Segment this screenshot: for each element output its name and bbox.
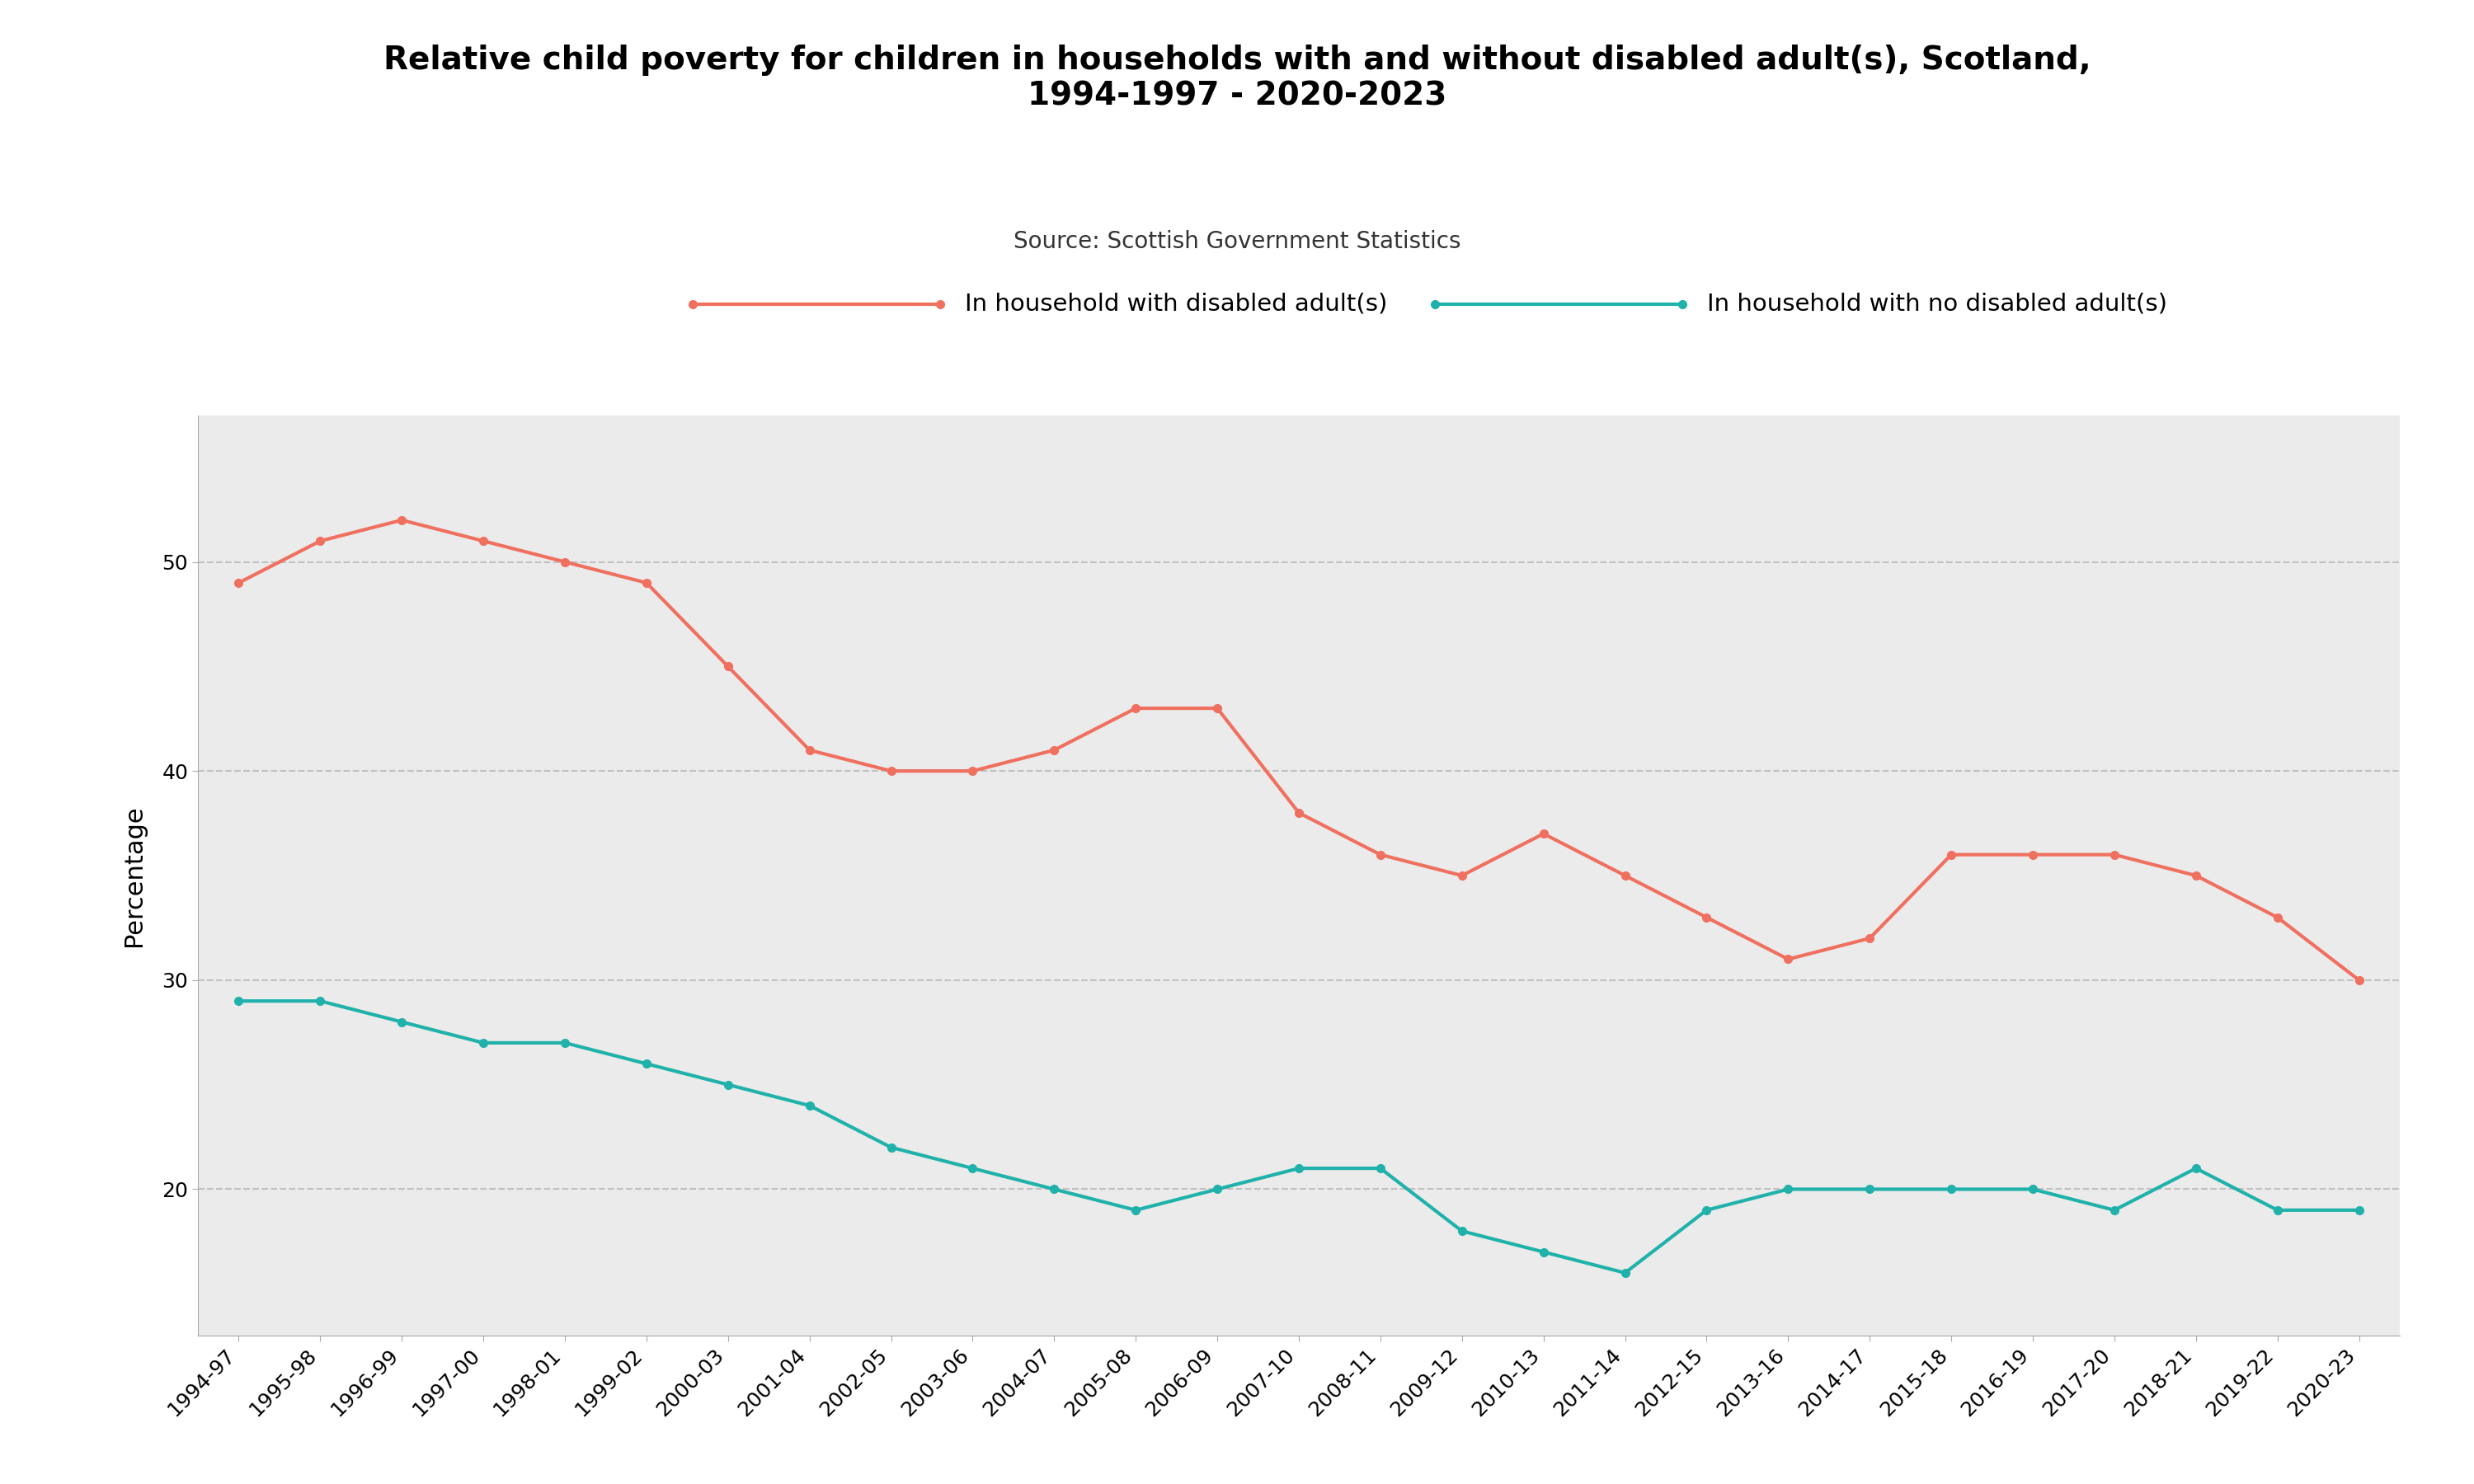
Text: In household with disabled adult(s): In household with disabled adult(s) [965,292,1388,316]
In household with disabled adult(s) [1611,867,1640,884]
In household with no disabled adult(s) [1692,1201,1722,1218]
In household with no disabled adult(s) [2345,1201,2375,1218]
In household with disabled adult(s) [2345,971,2375,988]
In household with disabled adult(s) [468,533,497,551]
Line: In household with no disabled adult(s): In household with no disabled adult(s) [235,997,2363,1276]
In household with disabled adult(s) [2019,846,2048,864]
In household with no disabled adult(s) [1856,1180,1885,1198]
In household with no disabled adult(s) [1774,1180,1804,1198]
In household with disabled adult(s) [549,554,579,571]
In household with disabled adult(s) [957,763,987,781]
In household with no disabled adult(s) [957,1159,987,1177]
In household with no disabled adult(s) [2019,1180,2048,1198]
In household with disabled adult(s) [2264,908,2293,926]
In household with disabled adult(s) [1692,908,1722,926]
In household with disabled adult(s) [1039,741,1069,758]
In household with no disabled adult(s) [1366,1159,1395,1177]
In household with disabled adult(s) [1202,699,1232,717]
In household with disabled adult(s) [876,763,905,781]
In household with no disabled adult(s) [549,1034,579,1052]
Text: Relative child poverty for children in households with and without disabled adul: Relative child poverty for children in h… [383,45,2091,113]
In household with no disabled adult(s) [1447,1223,1477,1241]
In household with no disabled adult(s) [1202,1180,1232,1198]
In household with disabled adult(s) [1366,846,1395,864]
In household with disabled adult(s) [386,510,416,528]
In household with no disabled adult(s) [1039,1180,1069,1198]
In household with disabled adult(s) [1937,846,1967,864]
In household with disabled adult(s) [1774,950,1804,968]
Line: In household with disabled adult(s): In household with disabled adult(s) [235,516,2363,984]
In household with no disabled adult(s) [2264,1201,2293,1218]
In household with no disabled adult(s) [2100,1201,2130,1218]
In household with disabled adult(s) [1121,699,1150,717]
In household with disabled adult(s) [794,741,824,758]
In household with disabled adult(s) [713,657,742,675]
In household with no disabled adult(s) [468,1034,497,1052]
In household with disabled adult(s) [2100,846,2130,864]
In household with no disabled adult(s) [876,1138,905,1156]
In household with disabled adult(s) [1447,867,1477,884]
In household with no disabled adult(s) [794,1097,824,1114]
Y-axis label: Percentage: Percentage [121,804,146,947]
Text: Source: Scottish Government Statistics: Source: Scottish Government Statistics [1014,230,1460,254]
In household with no disabled adult(s) [2182,1159,2212,1177]
In household with disabled adult(s) [1856,929,1885,947]
In household with no disabled adult(s) [386,1014,416,1031]
In household with no disabled adult(s) [304,993,334,1011]
In household with no disabled adult(s) [223,993,252,1011]
In household with no disabled adult(s) [1284,1159,1314,1177]
In household with no disabled adult(s) [1529,1244,1559,1261]
In household with no disabled adult(s) [1611,1264,1640,1282]
In household with disabled adult(s) [304,533,334,551]
In household with disabled adult(s) [1284,804,1314,822]
Text: In household with no disabled adult(s): In household with no disabled adult(s) [1707,292,2167,316]
In household with no disabled adult(s) [1937,1180,1967,1198]
In household with disabled adult(s) [631,574,661,592]
In household with no disabled adult(s) [631,1055,661,1073]
In household with no disabled adult(s) [713,1076,742,1094]
In household with disabled adult(s) [1529,825,1559,843]
In household with disabled adult(s) [2182,867,2212,884]
In household with no disabled adult(s) [1121,1201,1150,1218]
In household with disabled adult(s) [223,574,252,592]
